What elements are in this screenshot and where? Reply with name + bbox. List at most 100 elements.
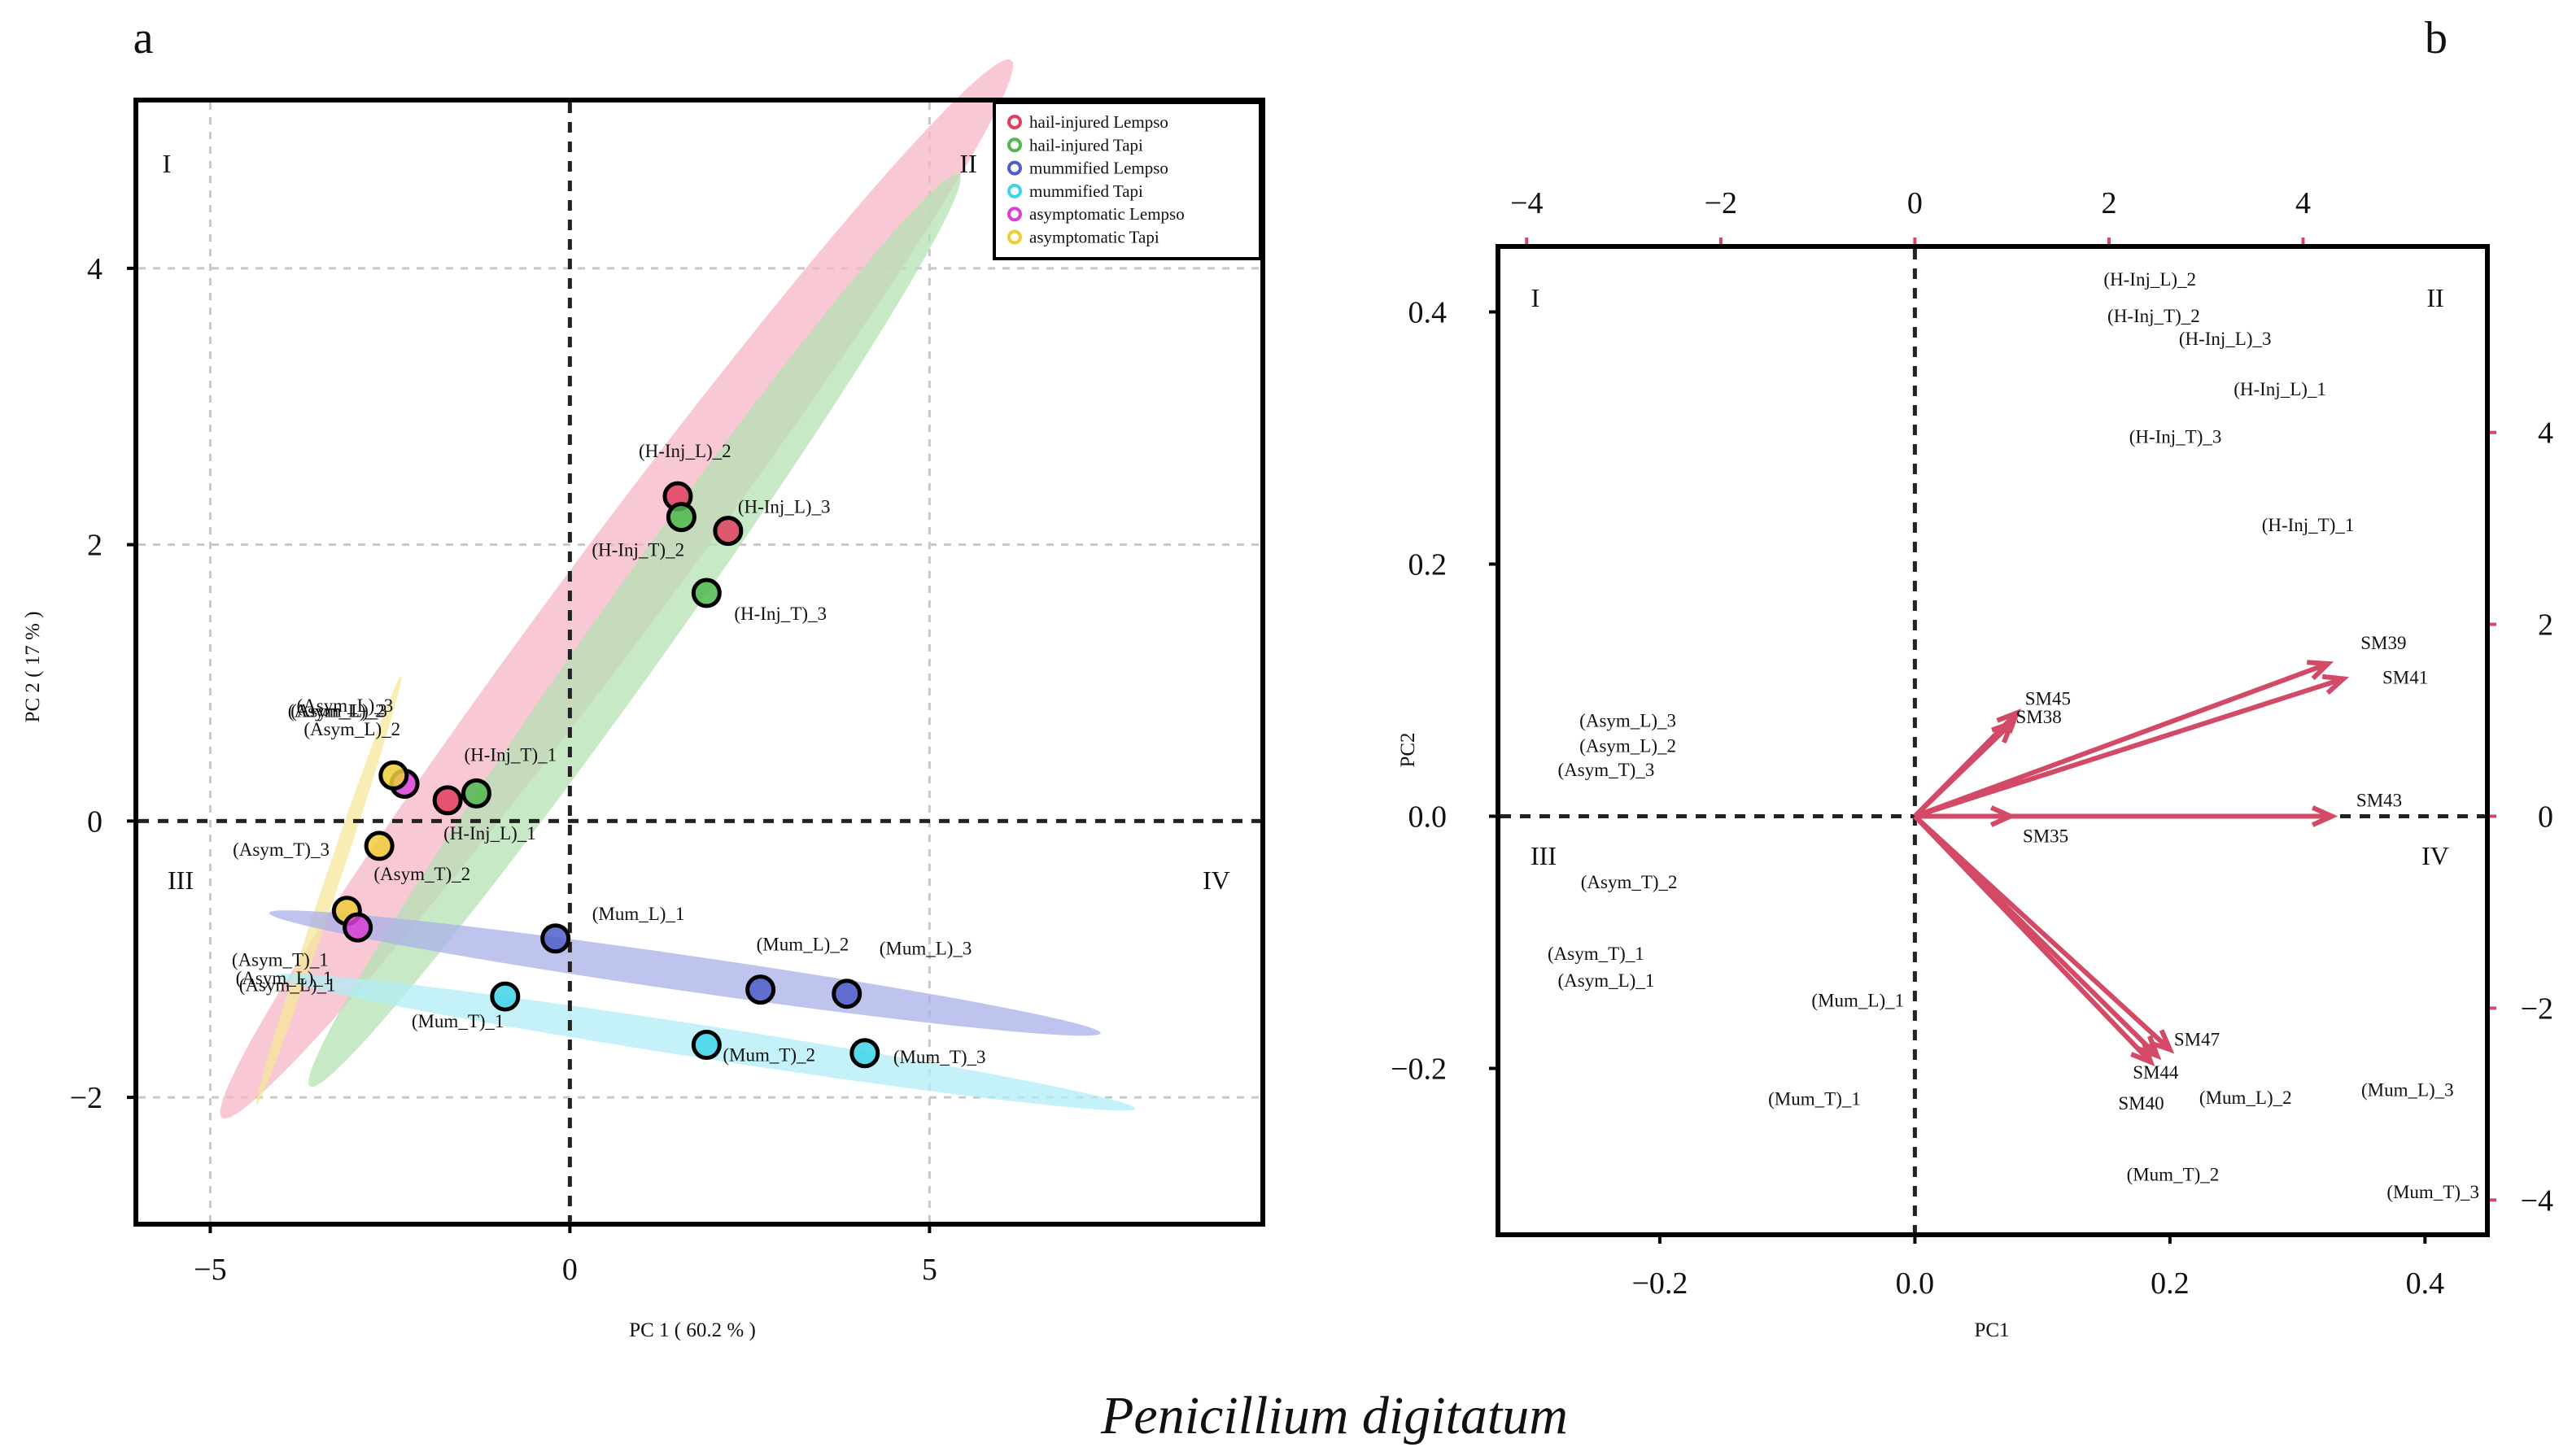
loading-label-sm40: SM40 <box>2118 1093 2164 1114</box>
panel-a-letter: a <box>133 13 154 63</box>
x-axis-label: PC 1 ( 60.2 % ) <box>629 1319 756 1341</box>
panel-a-pca-scores: a (H-Inj_L)_2 (H-Inj_L)_3 (H-Inj_L)_1 (H-In… <box>22 13 1265 1341</box>
sample-label: (Mum_L)_2 <box>2199 1088 2292 1108</box>
sample-label: (H-Inj_L)_3 <box>2179 329 2272 349</box>
y-tick-label: 2 <box>87 529 103 563</box>
top-tick-label: 4 <box>2295 186 2311 220</box>
point-label: (Asym_L)_2 <box>303 719 400 739</box>
legend-marker-mummified-lempso <box>1007 160 1022 176</box>
point-label: (Mum_T)_1 <box>412 1011 504 1031</box>
x-axis-label: PC1 <box>1974 1319 2009 1341</box>
loading-label-sm39: SM39 <box>2360 633 2406 653</box>
quadrant-label-iv: IV <box>1203 865 1230 895</box>
point-label: (Asym_L)_3 <box>296 695 393 716</box>
sample-label: (H-Inj_T)_3 <box>2129 427 2222 447</box>
figure-caption: Penicillium digitatum <box>1100 1386 1568 1445</box>
point-label: (Asym_T)_2 <box>373 864 470 884</box>
legend: hail-injured Lempso hail-injured Tapi mumm… <box>993 101 1262 260</box>
point-mum-t-3 <box>849 1038 880 1069</box>
point-mum-t-1 <box>490 981 521 1012</box>
point-label: (Asym_L)_3 <box>290 700 387 721</box>
point-h-inj-t-3 <box>691 578 722 608</box>
sample-label: (Mum_L)_1 <box>1811 991 1904 1011</box>
legend-entry-mummified-lempso: mummified Lempso <box>1029 159 1168 178</box>
loading-arrow-sm35 <box>1915 805 2017 827</box>
x-tick-label: 0.2 <box>2151 1266 2190 1301</box>
sample-label: (H-Inj_L)_2 <box>2103 269 2196 290</box>
legend-entry-asymptomatic-lempso: asymptomatic Lempso <box>1029 204 1185 224</box>
point-label: (H-Inj_T)_1 <box>464 744 557 765</box>
point-label: (Mum_L)_2 <box>757 935 849 955</box>
plot-frame <box>1496 244 2490 1237</box>
point-label: (H-Inj_T)_2 <box>592 540 684 560</box>
loading-label-sm44: SM44 <box>2133 1062 2179 1083</box>
loading-label-sm45: SM45 <box>2025 688 2071 708</box>
quadrant-label-iii: III <box>168 865 194 895</box>
point-label: (Asym_L)_1 <box>236 968 333 988</box>
loading-arrow-sm40 <box>1913 814 2155 1067</box>
point-mum-t-2 <box>691 1030 722 1061</box>
point-h-inj-t-1 <box>461 778 491 809</box>
sample-label: (Mum_T)_3 <box>2386 1182 2479 1202</box>
point-label: (Asym_T)_3 <box>233 839 330 860</box>
loading-label-sm41: SM41 <box>2382 668 2428 688</box>
sample-label: (Asym_T)_2 <box>1581 872 1678 892</box>
y-tick-label: 0.2 <box>1408 548 1448 582</box>
sample-label: (Asym_L)_3 <box>1579 710 1676 730</box>
sample-label: (Asym_T)_1 <box>1548 944 1644 964</box>
sample-label: (H-Inj_T)_1 <box>2262 515 2355 535</box>
legend-entry-hail-injured-lempso: hail-injured Lempso <box>1029 112 1168 132</box>
point-asym-l-1 <box>343 912 373 943</box>
point-label: (H-Inj_L)_2 <box>639 441 731 461</box>
point-asym-t-3 <box>364 830 395 861</box>
y-tick-label: 0 <box>87 804 103 839</box>
point-h-inj-t-2 <box>666 502 696 533</box>
loading-arrow-sm38 <box>1913 718 2016 818</box>
x-tick-label: 0 <box>562 1253 578 1287</box>
legend-marker-hail-injured-tapi <box>1007 137 1022 153</box>
legend-box <box>993 101 1262 260</box>
legend-marker-asymptomatic-tapi <box>1007 229 1022 245</box>
x-tick-label: 0.4 <box>2406 1266 2445 1301</box>
ellipse-hail-injured-tapi <box>308 173 961 1088</box>
ellipse-hail-injured-lempso <box>220 59 1013 1119</box>
point-asym-l-2 <box>378 760 409 791</box>
point-label: (H-Inj_T)_3 <box>734 604 827 624</box>
y-tick-label: 0.0 <box>1408 800 1448 835</box>
point-label: (Mum_T)_3 <box>893 1047 986 1067</box>
point-mum-l-2 <box>745 974 776 1005</box>
loading-label-sm43: SM43 <box>2356 791 2402 811</box>
point-label: (Asym_L)_2 <box>288 700 385 721</box>
right-tick-label: 4 <box>2538 416 2553 451</box>
right-tick-label: −4 <box>2521 1184 2553 1218</box>
right-tick-label: 2 <box>2538 608 2553 643</box>
top-tick-label: 2 <box>2101 186 2116 220</box>
quadrant-label-ii: II <box>959 149 976 178</box>
point-label: (H-Inj_L)_3 <box>738 497 831 517</box>
x-tick-label: 5 <box>922 1253 937 1287</box>
legend-entry-mummified-tapi: mummified Tapi <box>1029 181 1143 201</box>
sample-label: (H-Inj_T)_2 <box>2107 306 2200 326</box>
quadrant-label-iv: IV <box>2421 841 2449 870</box>
top-tick-label: 0 <box>1907 186 1923 220</box>
quadrant-label-ii: II <box>2426 283 2443 312</box>
legend-marker-hail-injured-lempso <box>1007 115 1022 129</box>
y-axis-label: PC 2 ( 17 % ) <box>22 612 44 723</box>
panel-b-letter: b <box>2425 13 2448 63</box>
y-tick-label: 4 <box>87 252 103 286</box>
panel-b-biplot: b (H-Inj_L)_2 (H-Inj_T)_2 (H-Inj_L)_3 (H-In… <box>1391 13 2553 1341</box>
point-h-inj-l-3 <box>713 516 744 547</box>
y-axis-label: PC2 <box>1397 732 1419 767</box>
y-tick-label: 0.4 <box>1408 296 1448 330</box>
point-label: (Mum_L)_1 <box>592 904 685 924</box>
quadrant-label-i: I <box>163 149 172 178</box>
sample-label: (H-Inj_L)_1 <box>2234 379 2326 399</box>
point-h-inj-l-1 <box>432 785 463 816</box>
point-mum-l-3 <box>832 979 862 1009</box>
ellipse-mummified-lempso <box>269 910 1102 1036</box>
point-mum-l-1 <box>540 923 571 954</box>
ellipse-asymptomatic-tapi <box>255 675 402 1105</box>
point-label: (Asym_T)_1 <box>232 950 329 970</box>
legend-entry-hail-injured-tapi: hail-injured Tapi <box>1029 135 1143 155</box>
